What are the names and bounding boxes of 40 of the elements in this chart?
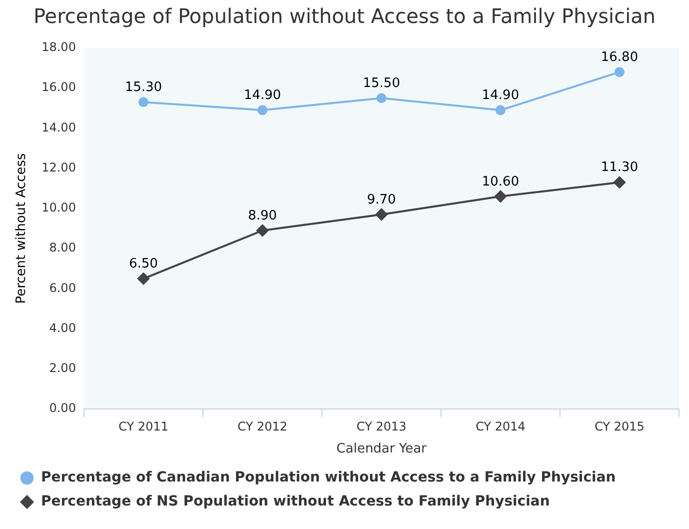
data-label: 11.30 (600, 160, 638, 176)
point (613, 176, 626, 188)
point (138, 97, 148, 108)
y-tick-label: 4.00 (49, 320, 76, 335)
x-axis-title: Calendar Year (336, 442, 428, 457)
y-tick-label: 18.00 (42, 40, 76, 54)
data-label: 8.90 (248, 208, 277, 224)
x-tick-label: CY 2015 (594, 419, 644, 434)
x-tick-label: CY 2011 (118, 419, 168, 434)
y-tick-label: 12.00 (42, 160, 76, 174)
point (495, 105, 506, 116)
data-label: 10.60 (482, 174, 520, 190)
data-label: 6.50 (128, 256, 158, 272)
point (494, 190, 506, 202)
y-tick-label: 8.00 (49, 240, 76, 255)
y-tick-label: 0.00 (49, 401, 76, 416)
data-label: 14.90 (244, 88, 282, 104)
point (376, 93, 386, 104)
legend-label: Percentage of Canadian Population without Access to a Family Physician (41, 470, 616, 486)
data-label: 14.90 (482, 88, 520, 104)
data-label: 9.70 (367, 192, 396, 208)
x-tick-label: CY 2012 (238, 419, 288, 434)
x-tick-label: CY 2013 (356, 419, 406, 434)
data-label: 16.80 (600, 50, 638, 65)
y-tick-label: 2.00 (49, 361, 76, 376)
legend-label: Percentage of NS Population without Access to Family Physician (41, 494, 550, 510)
y-tick-label: 16.00 (42, 80, 76, 94)
data-label: 15.50 (362, 76, 400, 92)
y-tick-label: 6.00 (49, 280, 76, 295)
point (375, 208, 388, 220)
chart-title: Percentage of Population without Access to a Family Physician (33, 4, 656, 28)
point (614, 67, 624, 78)
y-tick-label: 14.00 (42, 120, 76, 134)
x-tick-label: CY 2014 (476, 419, 526, 434)
y-axis-title: Percent without Access (14, 153, 30, 304)
point (257, 105, 268, 116)
point (256, 224, 268, 237)
data-label: 15.30 (124, 80, 162, 96)
y-tick-label: 10.00 (42, 200, 76, 215)
point (137, 272, 150, 285)
